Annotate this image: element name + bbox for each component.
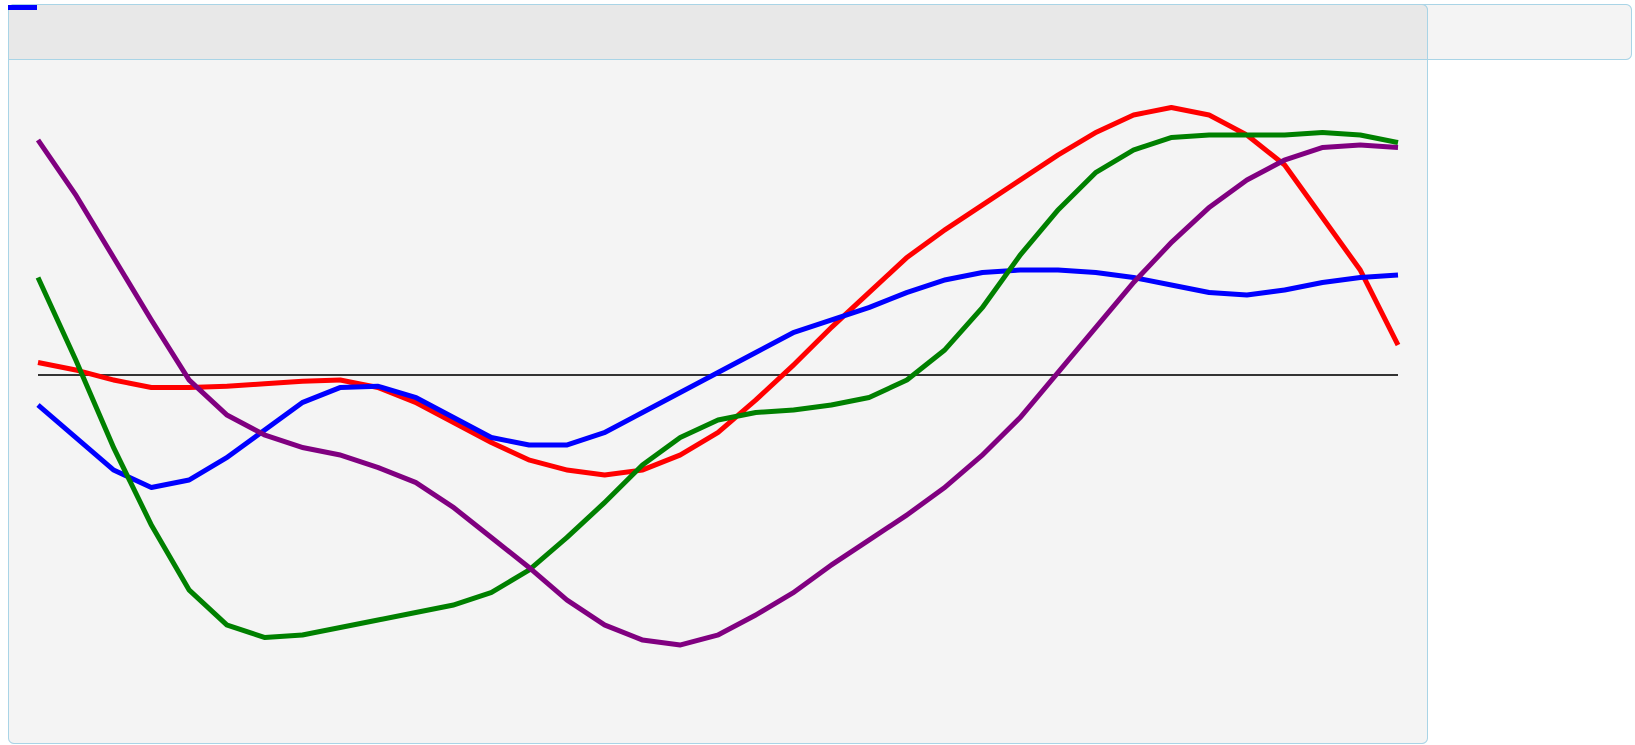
series-line-2 (36, 267, 1399, 490)
series-layer (35, 105, 1401, 648)
corner-marker (8, 5, 37, 10)
series-line-4 (35, 138, 1399, 648)
series-line-1 (37, 105, 1401, 478)
series-line-3 (35, 130, 1399, 640)
plot-header (8, 4, 1428, 60)
